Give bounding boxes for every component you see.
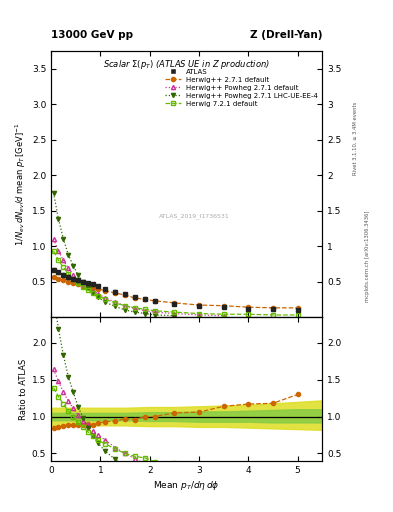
Legend: ATLAS, Herwig++ 2.7.1 default, Herwig++ Powheg 2.7.1 default, Herwig++ Powheg 2.: ATLAS, Herwig++ 2.7.1 default, Herwig++ …	[163, 66, 321, 110]
Text: Scalar $\Sigma(p_T)$ (ATLAS UE in Z production): Scalar $\Sigma(p_T)$ (ATLAS UE in Z prod…	[103, 58, 270, 71]
Y-axis label: $1/N_{ev}\,dN_{ev}/d$ mean $p_T\,[\mathrm{GeV}]^{-1}$: $1/N_{ev}\,dN_{ev}/d$ mean $p_T\,[\mathr…	[13, 122, 28, 246]
Y-axis label: Ratio to ATLAS: Ratio to ATLAS	[19, 358, 28, 419]
Text: Rivet 3.1.10, ≥ 3.4M events: Rivet 3.1.10, ≥ 3.4M events	[353, 101, 358, 175]
Text: 13000 GeV pp: 13000 GeV pp	[51, 30, 133, 40]
X-axis label: Mean $p_T/d\eta\,d\phi$: Mean $p_T/d\eta\,d\phi$	[153, 479, 220, 492]
Text: Z (Drell-Yan): Z (Drell-Yan)	[250, 30, 322, 40]
Text: mcplots.cern.ch [arXiv:1306.3436]: mcplots.cern.ch [arXiv:1306.3436]	[365, 210, 370, 302]
Text: ATLAS_2019_I1736531: ATLAS_2019_I1736531	[160, 213, 230, 219]
